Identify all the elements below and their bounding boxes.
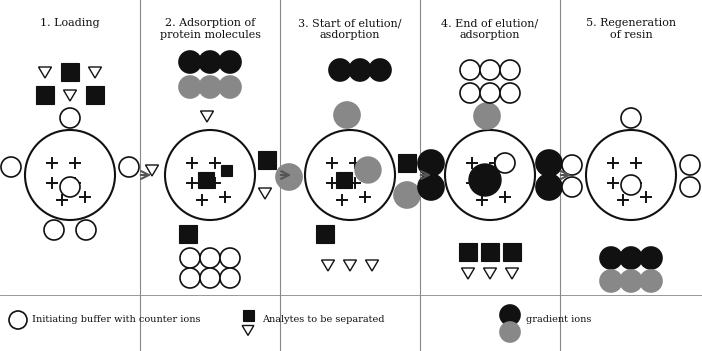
Polygon shape xyxy=(145,165,159,176)
Polygon shape xyxy=(322,260,334,271)
Circle shape xyxy=(620,270,642,292)
Circle shape xyxy=(469,164,501,196)
Circle shape xyxy=(219,76,241,98)
Bar xyxy=(481,243,499,261)
Circle shape xyxy=(640,247,662,269)
Text: gradient ions: gradient ions xyxy=(526,316,591,325)
Circle shape xyxy=(621,175,641,195)
Circle shape xyxy=(369,59,391,81)
Circle shape xyxy=(334,102,360,128)
Circle shape xyxy=(600,270,622,292)
Polygon shape xyxy=(242,325,254,336)
Circle shape xyxy=(474,103,500,129)
Circle shape xyxy=(276,164,302,190)
Circle shape xyxy=(329,59,351,81)
Circle shape xyxy=(500,322,520,342)
Circle shape xyxy=(562,177,582,197)
Circle shape xyxy=(562,155,582,175)
Circle shape xyxy=(60,108,80,128)
Circle shape xyxy=(179,51,201,73)
Circle shape xyxy=(586,130,676,220)
Bar xyxy=(336,172,352,188)
Circle shape xyxy=(349,59,371,81)
Bar xyxy=(503,243,521,261)
Circle shape xyxy=(1,157,21,177)
Circle shape xyxy=(60,177,80,197)
Circle shape xyxy=(76,220,96,240)
Circle shape xyxy=(418,174,444,200)
Bar xyxy=(61,63,79,81)
Circle shape xyxy=(445,130,535,220)
Circle shape xyxy=(394,182,420,208)
Circle shape xyxy=(495,153,515,173)
Bar xyxy=(398,154,416,172)
Circle shape xyxy=(621,108,641,128)
Circle shape xyxy=(640,270,662,292)
Circle shape xyxy=(180,248,200,268)
Circle shape xyxy=(220,248,240,268)
Circle shape xyxy=(536,174,562,200)
Circle shape xyxy=(680,155,700,175)
Text: 3. Start of elution/
asdorption: 3. Start of elution/ asdorption xyxy=(298,18,402,40)
Circle shape xyxy=(460,83,480,103)
Text: 4. End of elution/
adsorption: 4. End of elution/ adsorption xyxy=(442,18,538,40)
Circle shape xyxy=(480,60,500,80)
Circle shape xyxy=(536,150,562,176)
Bar xyxy=(258,151,276,169)
Circle shape xyxy=(418,150,444,176)
Bar xyxy=(36,86,54,104)
Text: 1. Loading: 1. Loading xyxy=(40,18,100,28)
Circle shape xyxy=(620,247,642,269)
Circle shape xyxy=(600,247,622,269)
Circle shape xyxy=(220,268,240,288)
Circle shape xyxy=(180,268,200,288)
Circle shape xyxy=(25,130,115,220)
Polygon shape xyxy=(201,111,213,122)
Circle shape xyxy=(480,83,500,103)
Polygon shape xyxy=(505,268,519,279)
Bar xyxy=(242,310,253,320)
Circle shape xyxy=(165,130,255,220)
Circle shape xyxy=(500,83,520,103)
Circle shape xyxy=(199,76,221,98)
Circle shape xyxy=(500,305,520,325)
Circle shape xyxy=(200,248,220,268)
Circle shape xyxy=(460,60,480,80)
Circle shape xyxy=(44,220,64,240)
Circle shape xyxy=(305,130,395,220)
Polygon shape xyxy=(484,268,496,279)
Polygon shape xyxy=(366,260,378,271)
Bar xyxy=(220,165,232,176)
Bar xyxy=(459,243,477,261)
Polygon shape xyxy=(258,188,272,199)
Text: 2. Adsorption of
protein molecules: 2. Adsorption of protein molecules xyxy=(159,18,260,40)
Polygon shape xyxy=(88,67,102,78)
Text: 5. Regeneration
of resin: 5. Regeneration of resin xyxy=(586,18,676,40)
Circle shape xyxy=(9,311,27,329)
Circle shape xyxy=(680,177,700,197)
Circle shape xyxy=(179,76,201,98)
Circle shape xyxy=(200,268,220,288)
Polygon shape xyxy=(343,260,357,271)
Circle shape xyxy=(500,60,520,80)
Bar xyxy=(86,86,104,104)
Polygon shape xyxy=(461,268,475,279)
Bar xyxy=(198,172,214,188)
Bar xyxy=(179,225,197,243)
Text: Initiating buffer with counter ions: Initiating buffer with counter ions xyxy=(32,316,201,325)
Polygon shape xyxy=(63,90,77,101)
Circle shape xyxy=(355,157,381,183)
Circle shape xyxy=(199,51,221,73)
Circle shape xyxy=(119,157,139,177)
Polygon shape xyxy=(39,67,51,78)
Bar xyxy=(316,225,334,243)
Circle shape xyxy=(219,51,241,73)
Text: Analytes to be separated: Analytes to be separated xyxy=(262,316,385,325)
